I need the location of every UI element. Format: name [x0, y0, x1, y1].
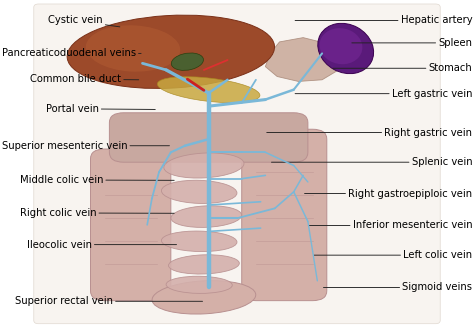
Ellipse shape: [67, 15, 274, 88]
Text: Superior rectal vein: Superior rectal vein: [15, 296, 202, 306]
Ellipse shape: [319, 28, 363, 64]
Polygon shape: [265, 38, 341, 81]
Ellipse shape: [164, 153, 244, 178]
FancyBboxPatch shape: [91, 149, 171, 301]
Ellipse shape: [171, 53, 203, 71]
Ellipse shape: [166, 276, 232, 293]
Text: Common bile duct: Common bile duct: [30, 74, 139, 84]
Ellipse shape: [152, 281, 256, 314]
Text: Inferior mesenteric vein: Inferior mesenteric vein: [309, 220, 473, 230]
Ellipse shape: [169, 255, 239, 274]
Ellipse shape: [86, 25, 180, 71]
Text: Ileocolic vein: Ileocolic vein: [27, 240, 176, 250]
Text: Splenic vein: Splenic vein: [272, 157, 473, 167]
FancyBboxPatch shape: [242, 129, 327, 301]
Text: Hepatic artery: Hepatic artery: [295, 16, 473, 25]
Text: Spleen: Spleen: [352, 38, 473, 48]
Text: Right gastroepiploic vein: Right gastroepiploic vein: [305, 189, 473, 199]
FancyBboxPatch shape: [34, 4, 440, 324]
Text: Right gastric vein: Right gastric vein: [267, 127, 473, 138]
Ellipse shape: [157, 77, 260, 103]
Text: Left colic vein: Left colic vein: [314, 250, 473, 260]
Text: Right colic vein: Right colic vein: [19, 208, 174, 218]
Ellipse shape: [318, 23, 374, 73]
Ellipse shape: [162, 231, 237, 252]
Text: Left gastric vein: Left gastric vein: [295, 89, 473, 99]
Text: Cystic vein: Cystic vein: [48, 16, 120, 27]
Text: Sigmoid veins: Sigmoid veins: [323, 282, 473, 293]
FancyBboxPatch shape: [109, 113, 308, 162]
Text: Superior mesenteric vein: Superior mesenteric vein: [1, 141, 169, 151]
Text: Stomach: Stomach: [333, 63, 473, 73]
Ellipse shape: [162, 180, 237, 204]
Text: Portal vein: Portal vein: [46, 104, 155, 114]
Ellipse shape: [171, 206, 242, 227]
Text: Pancreaticoduodenal veins: Pancreaticoduodenal veins: [1, 48, 141, 59]
Text: Middle colic vein: Middle colic vein: [19, 175, 174, 185]
